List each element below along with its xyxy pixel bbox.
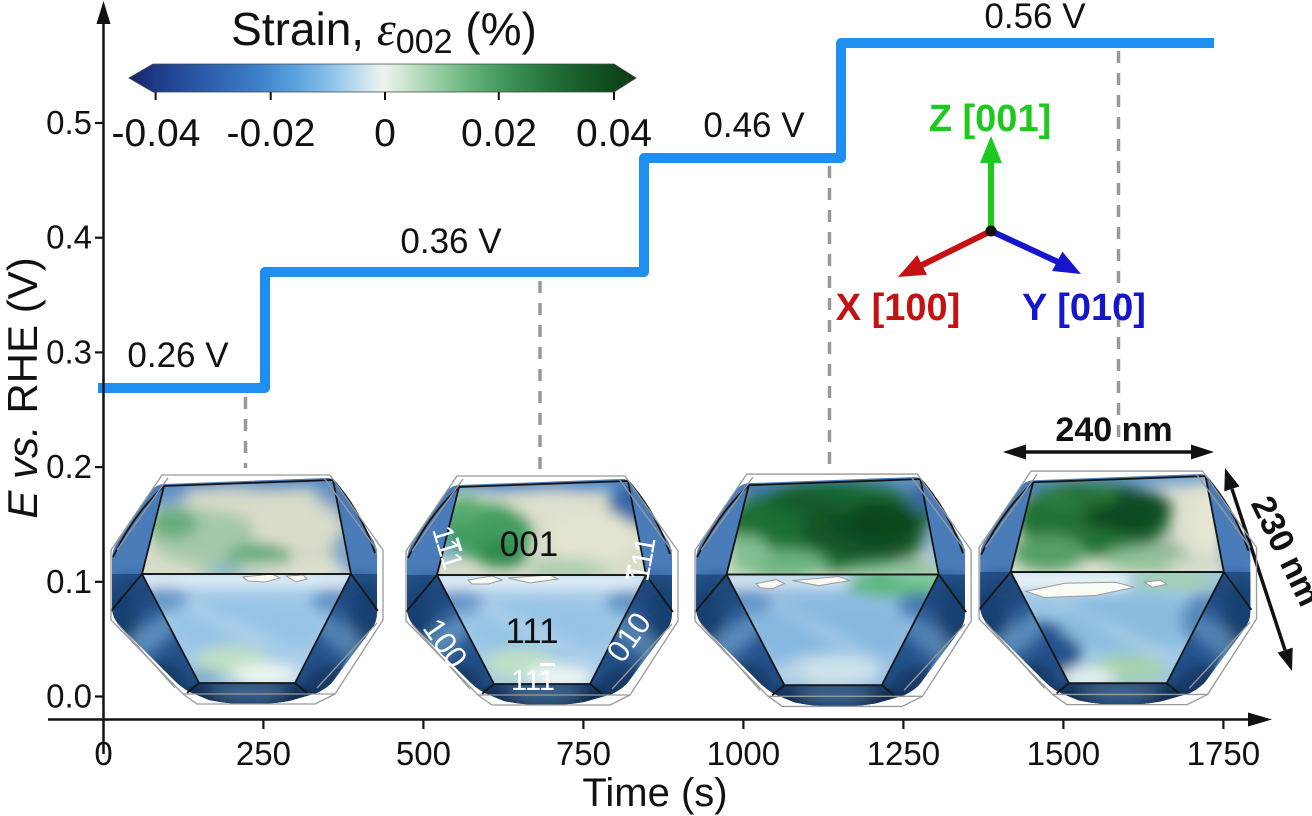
svg-text:0.46 V: 0.46 V <box>703 106 805 145</box>
svg-text:-0.02: -0.02 <box>227 112 316 155</box>
svg-text:Strain, ε002 (%): Strain, ε002 (%) <box>231 3 537 61</box>
svg-text:1500: 1500 <box>1027 735 1100 772</box>
svg-text:500: 500 <box>396 735 451 772</box>
svg-text:-0.04: -0.04 <box>112 112 201 155</box>
svg-text:240 nm: 240 nm <box>1055 411 1172 449</box>
svg-text:0.0: 0.0 <box>46 678 92 715</box>
svg-text:0.02: 0.02 <box>461 112 537 155</box>
svg-text:0.3: 0.3 <box>46 333 92 370</box>
svg-text:0.4: 0.4 <box>46 219 92 256</box>
svg-text:111: 111 <box>505 612 558 651</box>
svg-text:1250: 1250 <box>867 735 940 772</box>
svg-text:750: 750 <box>556 735 611 772</box>
svg-text:0.04: 0.04 <box>576 112 652 155</box>
svg-text:0.26 V: 0.26 V <box>127 336 229 375</box>
svg-text:0.1: 0.1 <box>46 563 92 600</box>
svg-text:1750: 1750 <box>1187 735 1260 772</box>
svg-text:0.2: 0.2 <box>46 448 92 485</box>
svg-text:250: 250 <box>236 735 291 772</box>
svg-text:1000: 1000 <box>707 735 780 772</box>
svg-text:0.5: 0.5 <box>46 104 92 141</box>
svg-text:111: 111 <box>511 665 555 697</box>
svg-text:Time (s): Time (s) <box>582 771 727 815</box>
svg-text:001: 001 <box>500 525 558 564</box>
svg-text:111: 111 <box>623 535 662 584</box>
svg-text:Y [010]: Y [010] <box>1022 287 1146 329</box>
svg-text:0.56 V: 0.56 V <box>984 0 1086 36</box>
svg-text:0: 0 <box>94 735 112 772</box>
svg-text:E vs. RHE (V): E vs. RHE (V) <box>0 257 46 518</box>
svg-text:Z [001]: Z [001] <box>929 98 1051 140</box>
svg-text:0: 0 <box>374 112 396 155</box>
svg-text:0.36 V: 0.36 V <box>400 222 502 261</box>
svg-text:X [100]: X [100] <box>836 287 961 329</box>
